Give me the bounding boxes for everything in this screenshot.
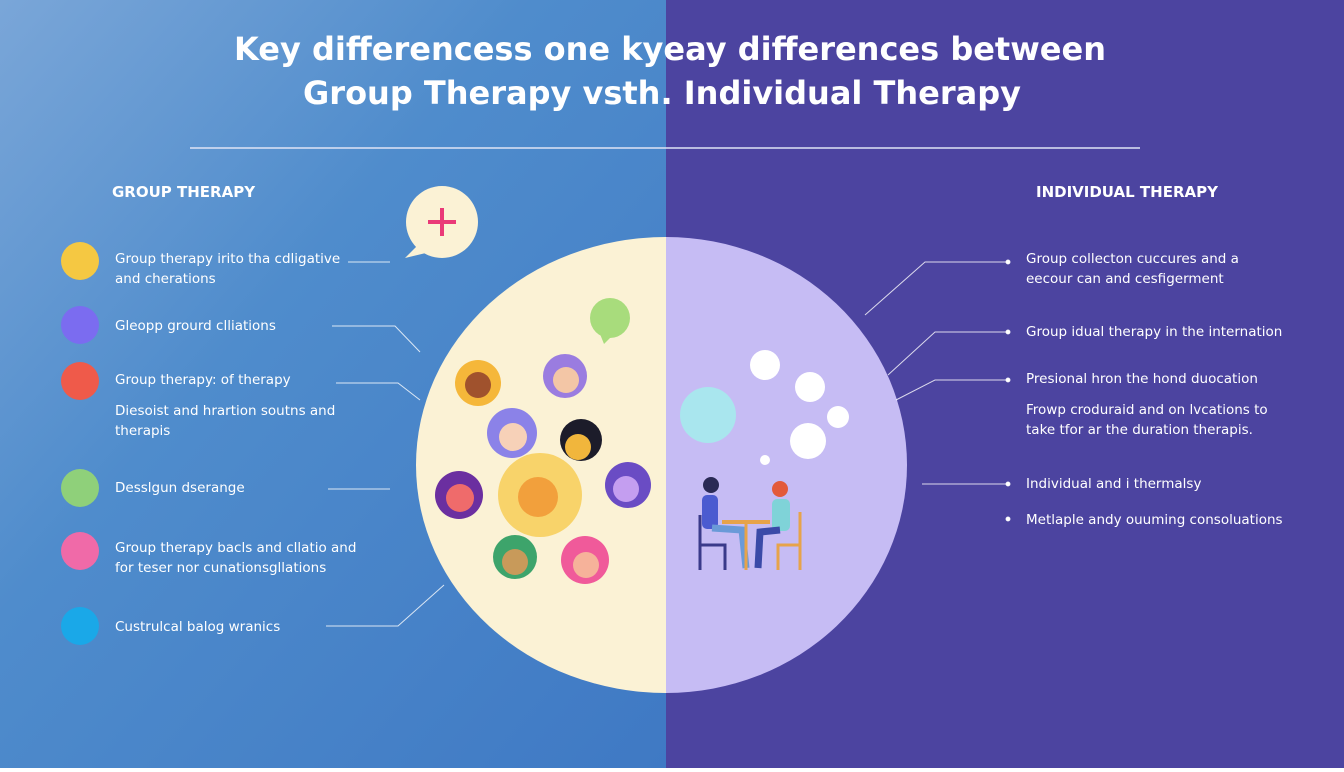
item-text: therapis [115,423,170,439]
left-icons [61,242,99,645]
comparison-circle [416,237,907,693]
item-text: Group therapy: of therapy [115,372,291,388]
item-text: Presional hron the hond duocation [1026,371,1258,387]
item-text: Frowp croduraid and on lvcations to [1026,402,1268,418]
item-text: Desslgun dserange [115,480,245,496]
item-text: Metlaple andy ouuming consoluations [1026,512,1283,528]
item-text: Group therapy bacls and cllatio and [115,540,356,556]
item-text: for teser nor cunationsgllations [115,560,326,576]
item-text: Diesoist and hrartion soutns and [115,403,335,419]
item-text: take tfor ar the duration therapis. [1026,422,1253,438]
right-heading: INDIVIDUAL THERAPY [1036,183,1219,201]
faces [435,354,651,584]
title-line: Key differencess one kyeay differences b… [234,30,1106,68]
item-text: Group therapy irito tha cdligative [115,251,340,267]
item-text: Group collecton cuccures and a [1026,251,1239,267]
item-text: Group idual therapy in the internation [1026,324,1282,340]
item-text: eecour can and cesfigerment [1026,271,1224,287]
right-connectors [864,259,1011,522]
item-text: Individual and i thermalsy [1026,476,1201,492]
item-text: Gleopp grourd clliations [115,318,276,334]
left-connectors [326,261,445,627]
item-text: Custrulcal balog wranics [115,619,280,635]
left-heading: GROUP THERAPY [112,183,256,201]
title-line: Group Therapy vsth. Individual Therapy [303,74,1021,112]
item-text: and cherations [115,271,216,287]
item-texts: Group therapy irito tha cdligative and ch… [115,251,1283,635]
counseling-scene [680,350,849,570]
speech-bubble [405,186,630,344]
